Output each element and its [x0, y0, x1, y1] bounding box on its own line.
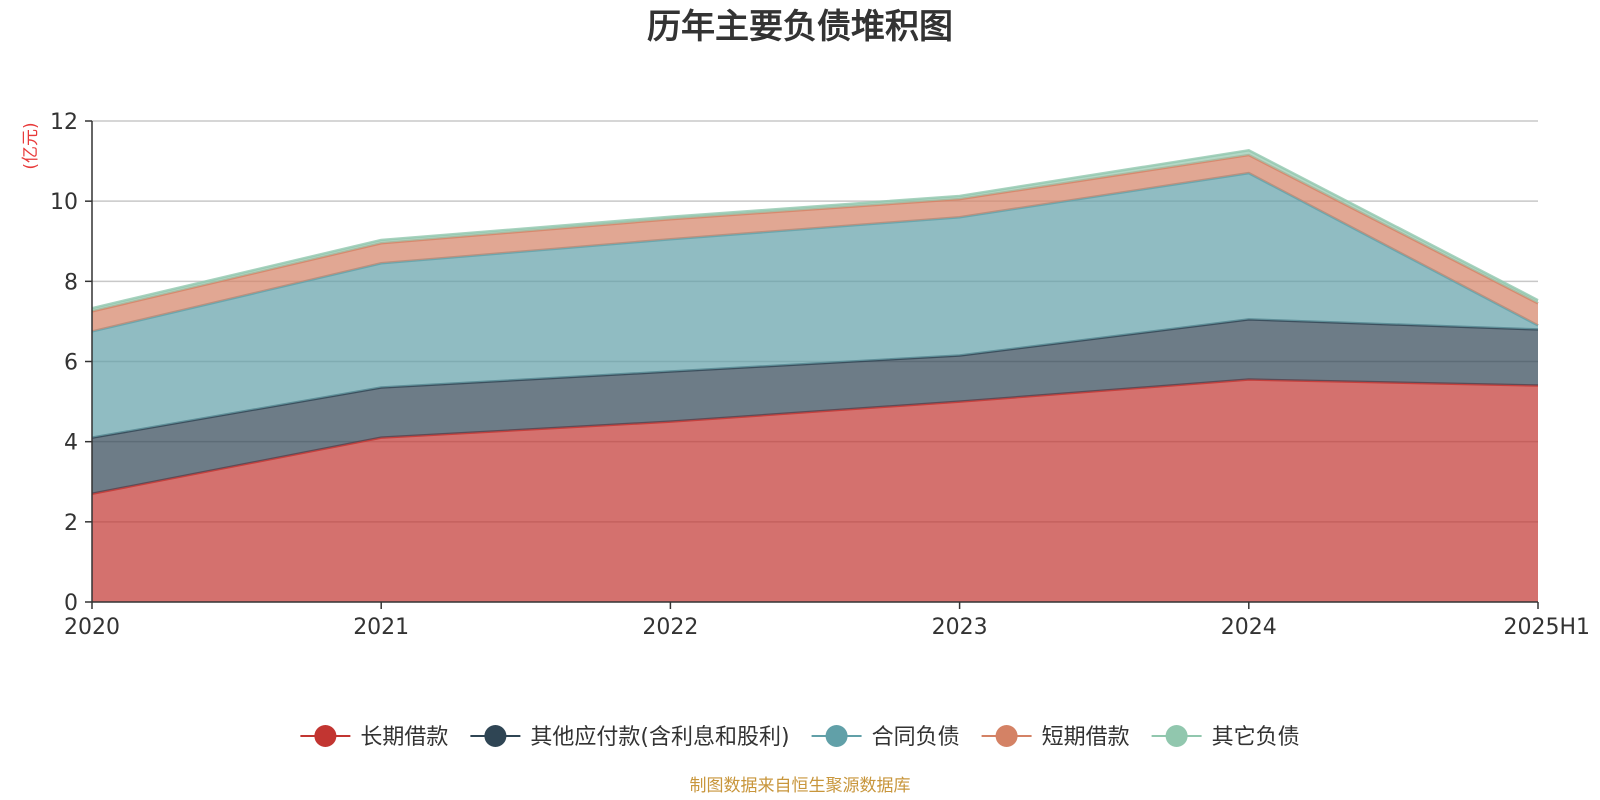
- y-tick-label-1: 2: [64, 511, 78, 536]
- y-tick-label-6: 12: [50, 110, 78, 135]
- legend-label-3: 短期借款: [1042, 725, 1130, 750]
- legend-label-2: 合同负债: [872, 725, 960, 750]
- legend-marker-2: [825, 725, 848, 747]
- x-tick-label-3: 2023: [932, 615, 988, 640]
- legend-marker-0: [314, 725, 337, 747]
- legend-item-2[interactable]: 合同负债: [811, 725, 960, 750]
- y-tick-label-4: 8: [64, 270, 78, 295]
- legend-label-0: 长期借款: [360, 725, 448, 750]
- x-tick-label-2: 2022: [642, 615, 698, 640]
- chart-title: 历年主要负债堆积图: [647, 7, 953, 47]
- legend-marker-3: [995, 725, 1018, 747]
- x-tick-label-5: 2025H1: [1503, 615, 1590, 640]
- legend-item-3[interactable]: 短期借款: [981, 725, 1130, 750]
- x-tick-label-1: 2021: [353, 615, 409, 640]
- y-tick-label-2: 4: [64, 431, 78, 456]
- y-tick-label-0: 0: [64, 591, 78, 616]
- legend-label-1: 其他应付款(含利息和股利): [530, 725, 789, 750]
- area-series: [91, 148, 1539, 602]
- area-series-2: [92, 173, 1538, 438]
- legend-item-0[interactable]: 长期借款: [300, 725, 448, 750]
- x-tick-label-4: 2024: [1221, 615, 1277, 640]
- x-tick-label-0: 2020: [64, 615, 120, 640]
- data-source-label: 制图数据来自恒生聚源数据库: [690, 776, 911, 796]
- legend-item-1[interactable]: 其他应付款(含利息和股利): [470, 725, 790, 750]
- legend-label-4: 其它负债: [1212, 725, 1300, 750]
- area-series-0: [92, 379, 1538, 602]
- y-tick-label-5: 10: [50, 190, 78, 215]
- area-series-1: [92, 319, 1538, 494]
- y-axis-unit-label: (亿元): [21, 122, 41, 169]
- legend-item-4[interactable]: 其它负债: [1151, 725, 1300, 750]
- legend: 长期借款 其他应付款(含利息和股利) 合同负债 短期借款 其它负债: [300, 725, 1300, 750]
- y-tick-label-3: 6: [64, 351, 78, 376]
- series-line-4: [91, 148, 1539, 310]
- legend-marker-1: [484, 725, 507, 747]
- axes: 0 2 4 6 8 10 12 2020 2021 2022 2023 2024 2025H1: [50, 110, 1590, 640]
- legend-marker-4: [1165, 725, 1188, 747]
